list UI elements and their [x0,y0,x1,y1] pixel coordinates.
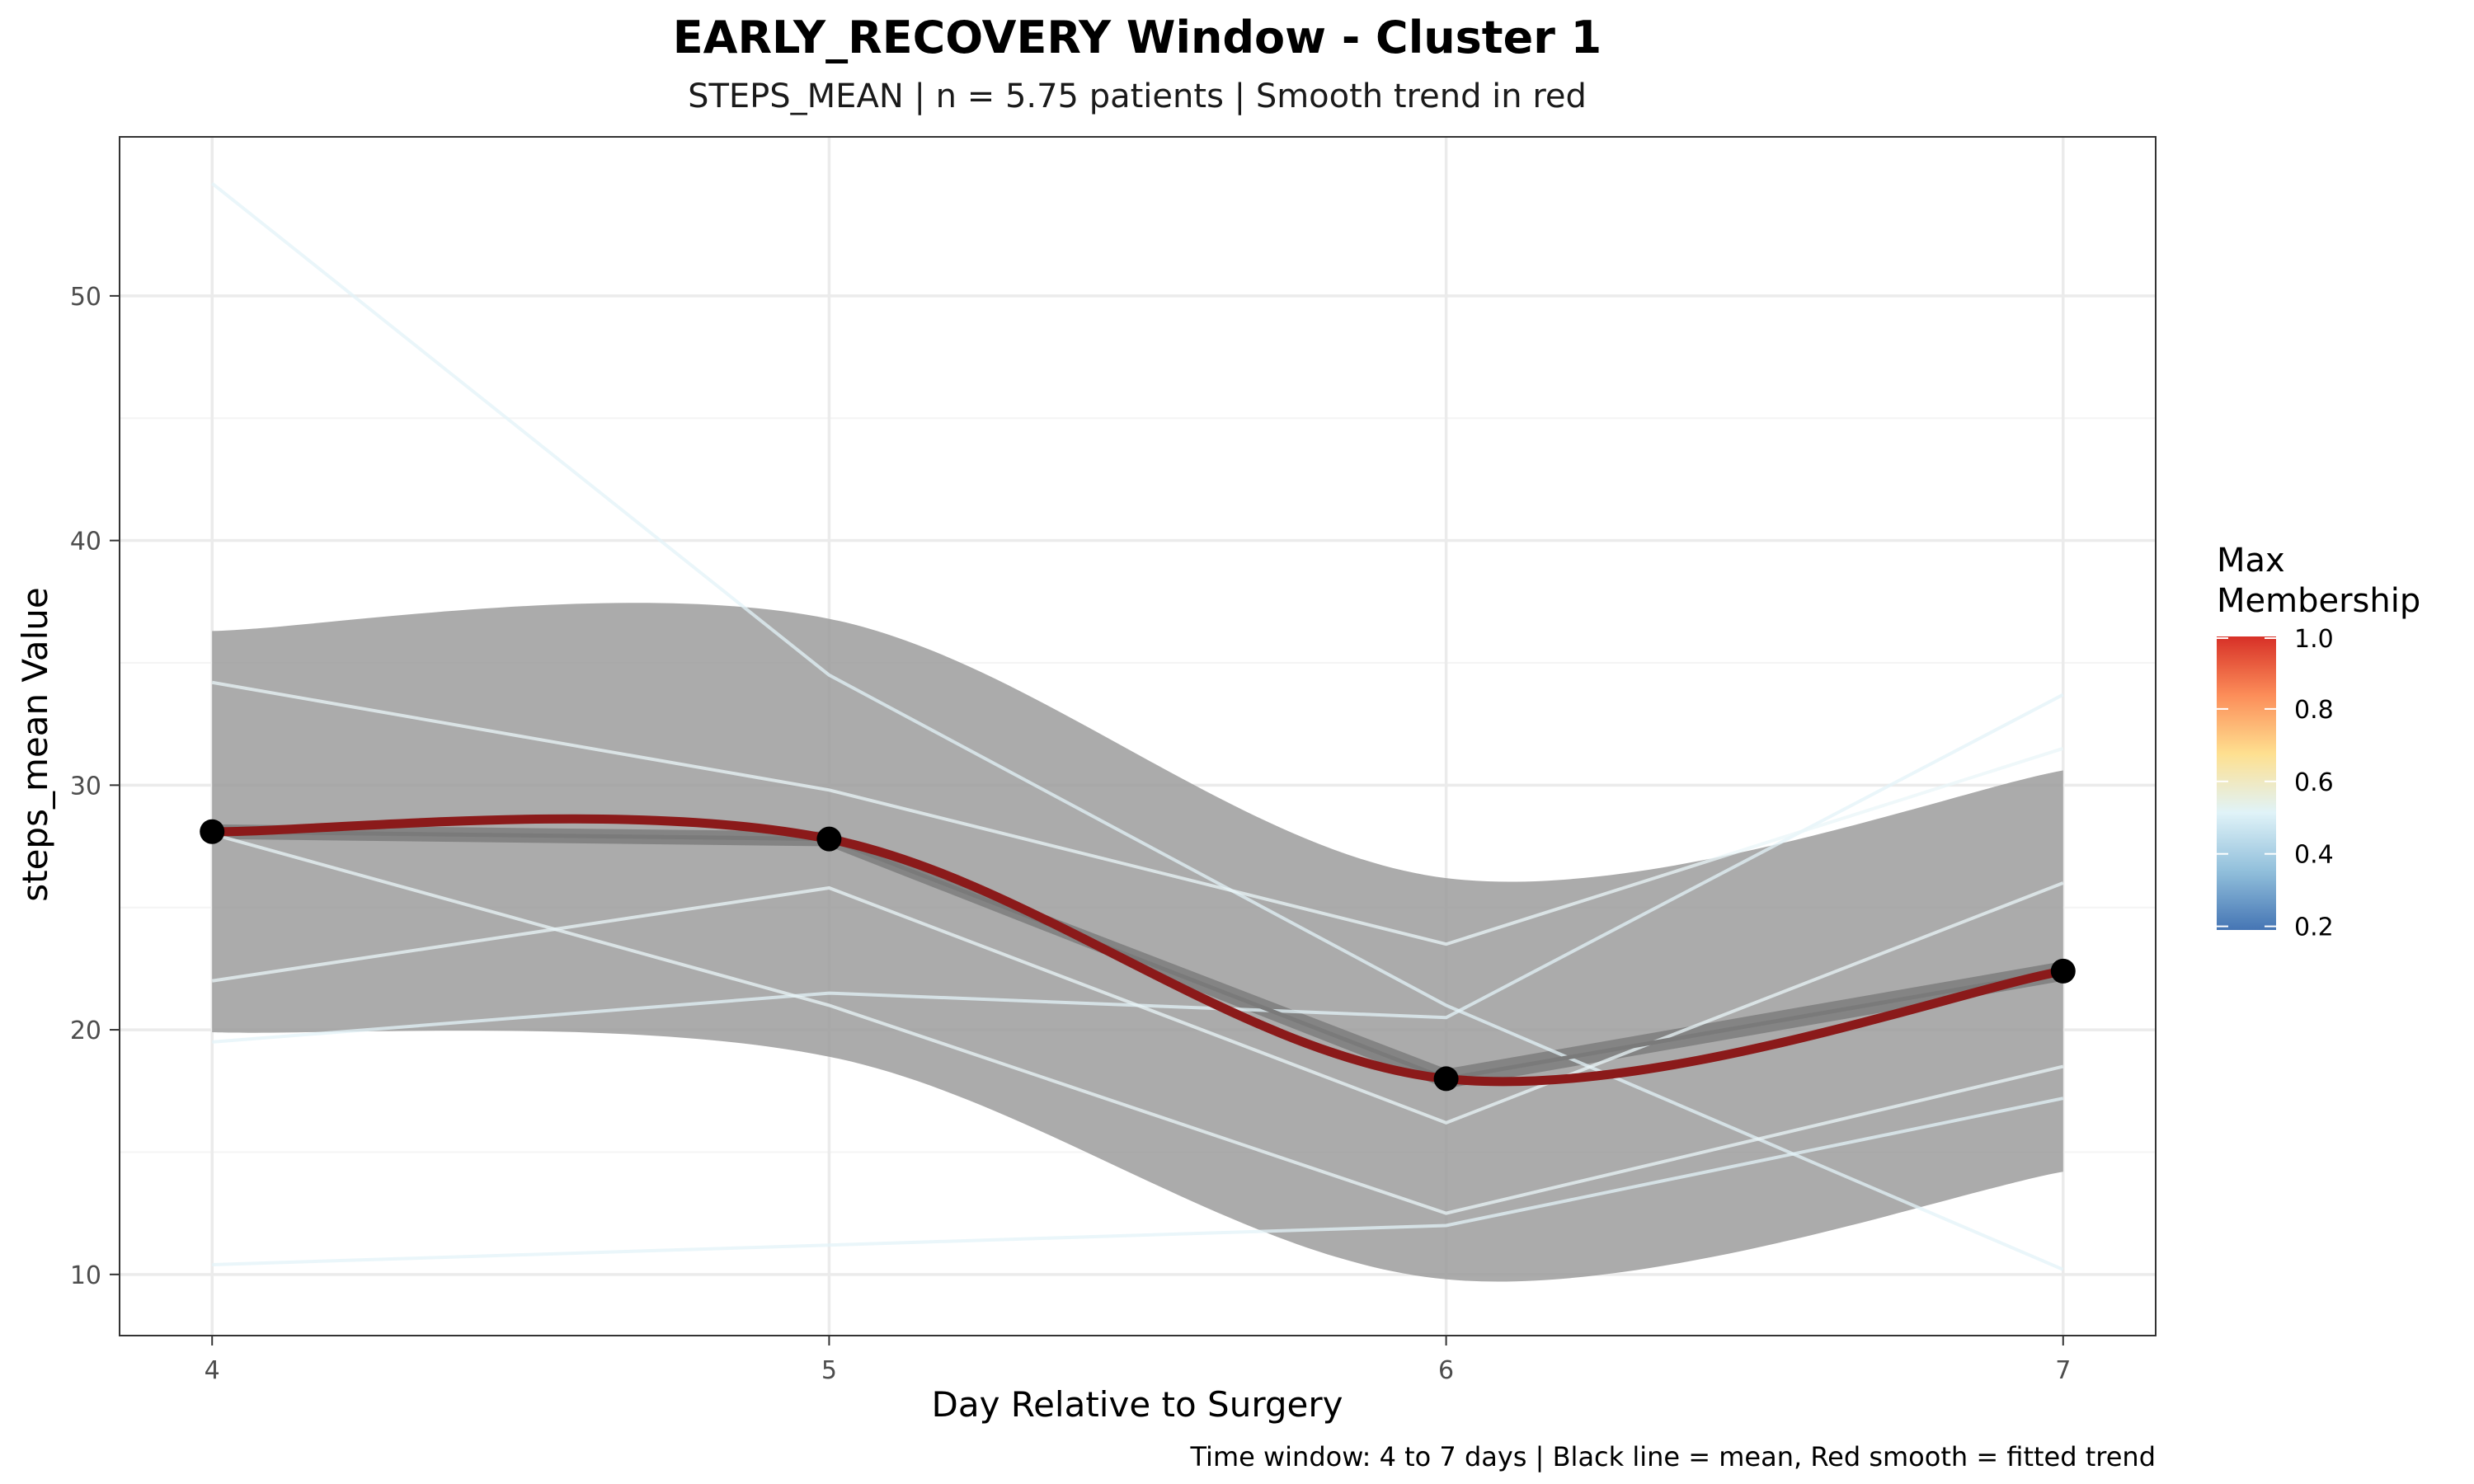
chart-caption: Time window: 4 to 7 days | Black line = … [1189,1441,2156,1472]
mean-point-day-4 [200,819,225,844]
x-tick-label: 7 [2055,1356,2071,1385]
y-axis: 10 20 30 40 50 [70,283,120,1290]
x-axis-title: Day Relative to Surgery [932,1384,1343,1425]
legend-label: 0.4 [2294,841,2334,870]
patient-line-6 [211,832,2064,1215]
y-tick-label: 10 [70,1261,101,1290]
y-axis-title: steps_mean Value [15,587,55,902]
patient-line-1 [210,181,2064,1271]
plot-panel [119,136,2157,1336]
ci-band [212,603,2063,1282]
mean-points [200,819,2076,1092]
legend-ticks: 1.0 0.8 0.6 0.4 0.2 [2217,625,2334,942]
y-tick-label: 50 [70,283,101,312]
mean-point-day-5 [816,826,842,852]
legend-label: 0.8 [2294,696,2334,725]
smooth-trend [207,814,2068,1087]
y-tick-label: 40 [70,528,101,556]
patient-lines [210,181,2064,1271]
y-tick-label: 30 [70,772,101,801]
legend-title-line-2: Membership [2217,582,2420,620]
legend-label: 0.6 [2294,768,2334,797]
y-tick-label: 20 [70,1017,101,1045]
patient-line-5 [211,881,2064,1125]
mean-point-day-7 [2050,958,2076,984]
mean-band [212,824,2063,1089]
legend-title-line-1: Max [2217,542,2285,580]
legend-label: 1.0 [2294,625,2334,654]
chart-title: EARLY_RECOVERY Window - Cluster 1 [673,12,1602,63]
patient-line-3 [212,1097,2064,1266]
panel-border [119,136,2157,1336]
legend: Max Membership 1.0 0.8 0.6 0.4 0.2 [2217,542,2420,942]
legend-label: 0.2 [2294,913,2334,942]
patient-line-4 [211,680,2064,946]
x-tick-label: 5 [821,1356,837,1385]
x-tick-label: 4 [205,1356,220,1385]
confidence-bands [212,603,2063,1282]
mean-line [212,829,2064,1082]
legend-colorbar [2217,636,2276,930]
chart-subtitle: STEPS_MEAN | n = 5.75 patients | Smooth … [688,77,1587,115]
smooth-trend-path [207,814,2068,1087]
x-tick-label: 6 [1438,1356,1454,1385]
mean-point-day-6 [1433,1066,1459,1092]
mean-line-path [212,829,2064,1082]
x-axis: 4 5 6 7 [205,1336,2071,1385]
